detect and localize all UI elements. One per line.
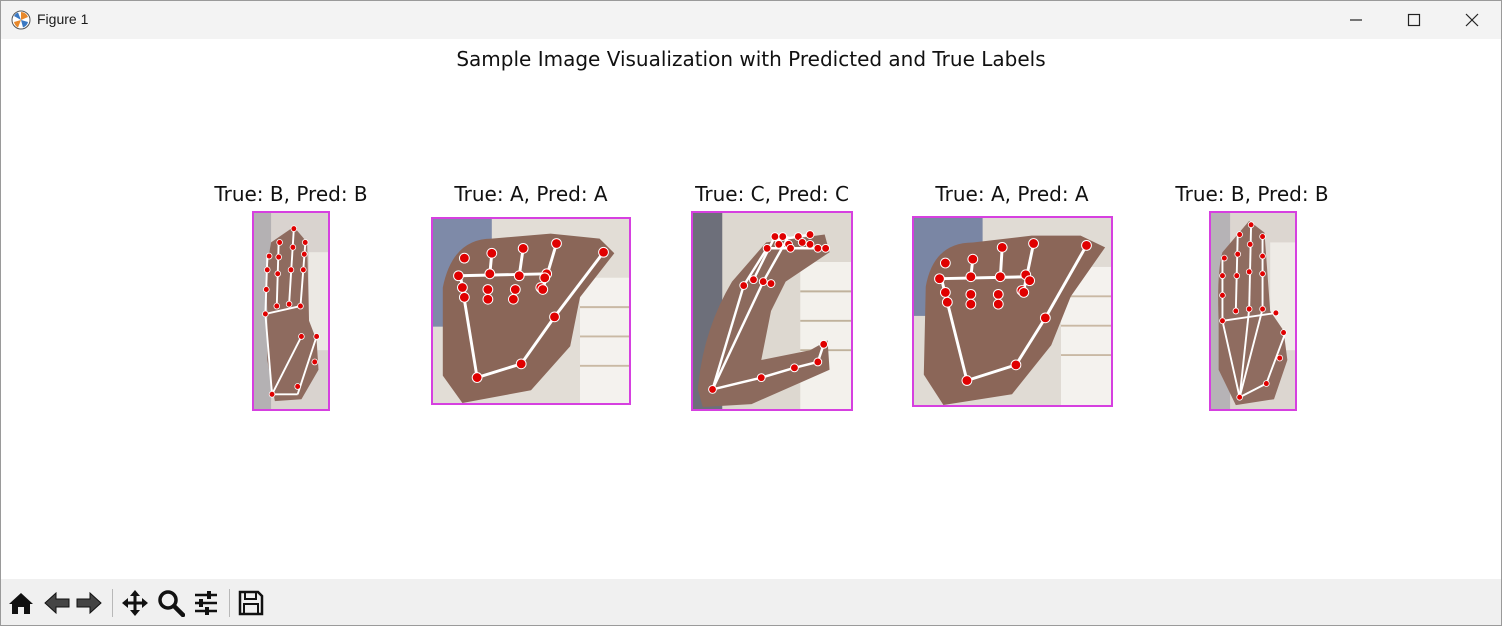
hand-image-4	[912, 216, 1113, 407]
configure-subplots-button[interactable]	[190, 587, 222, 619]
back-button[interactable]	[41, 587, 73, 619]
forward-icon	[76, 591, 102, 615]
maximize-button[interactable]	[1385, 1, 1443, 39]
home-icon	[9, 593, 33, 614]
subplot-title-4: True: A, Pred: A	[935, 182, 1089, 206]
pan-button[interactable]	[119, 587, 151, 619]
pan-icon	[122, 590, 148, 616]
close-icon	[1465, 13, 1479, 27]
close-button[interactable]	[1443, 1, 1501, 39]
zoom-button[interactable]	[155, 587, 187, 619]
figure-canvas[interactable]: Sample Image Visualization with Predicte…	[1, 39, 1501, 579]
hand-image-5	[1209, 211, 1297, 411]
home-button[interactable]	[5, 587, 37, 619]
title-bar[interactable]: Figure 1	[1, 1, 1501, 39]
subplot-title-1: True: B, Pred: B	[214, 182, 368, 206]
toolbar-separator	[229, 589, 230, 617]
save-button[interactable]	[235, 587, 267, 619]
zoom-icon	[158, 590, 185, 617]
maximize-icon	[1407, 13, 1421, 27]
navigation-toolbar	[1, 579, 1501, 625]
minimize-icon	[1350, 19, 1362, 21]
window-title: Figure 1	[37, 11, 89, 27]
hand-image-1	[252, 211, 330, 411]
toolbar-separator	[112, 589, 113, 617]
configure-subplots-icon	[195, 591, 217, 615]
hand-image-3	[691, 211, 853, 411]
subplot-title-5: True: B, Pred: B	[1175, 182, 1329, 206]
save-icon	[238, 590, 264, 616]
minimize-button[interactable]	[1327, 1, 1385, 39]
hand-image-2	[431, 217, 631, 405]
subplot-title-3: True: C, Pred: C	[695, 182, 849, 206]
forward-button[interactable]	[73, 587, 105, 619]
matplotlib-icon	[11, 10, 31, 30]
subplot-title-2: True: A, Pred: A	[454, 182, 608, 206]
figure-suptitle: Sample Image Visualization with Predicte…	[456, 47, 1046, 71]
back-icon	[44, 591, 70, 615]
